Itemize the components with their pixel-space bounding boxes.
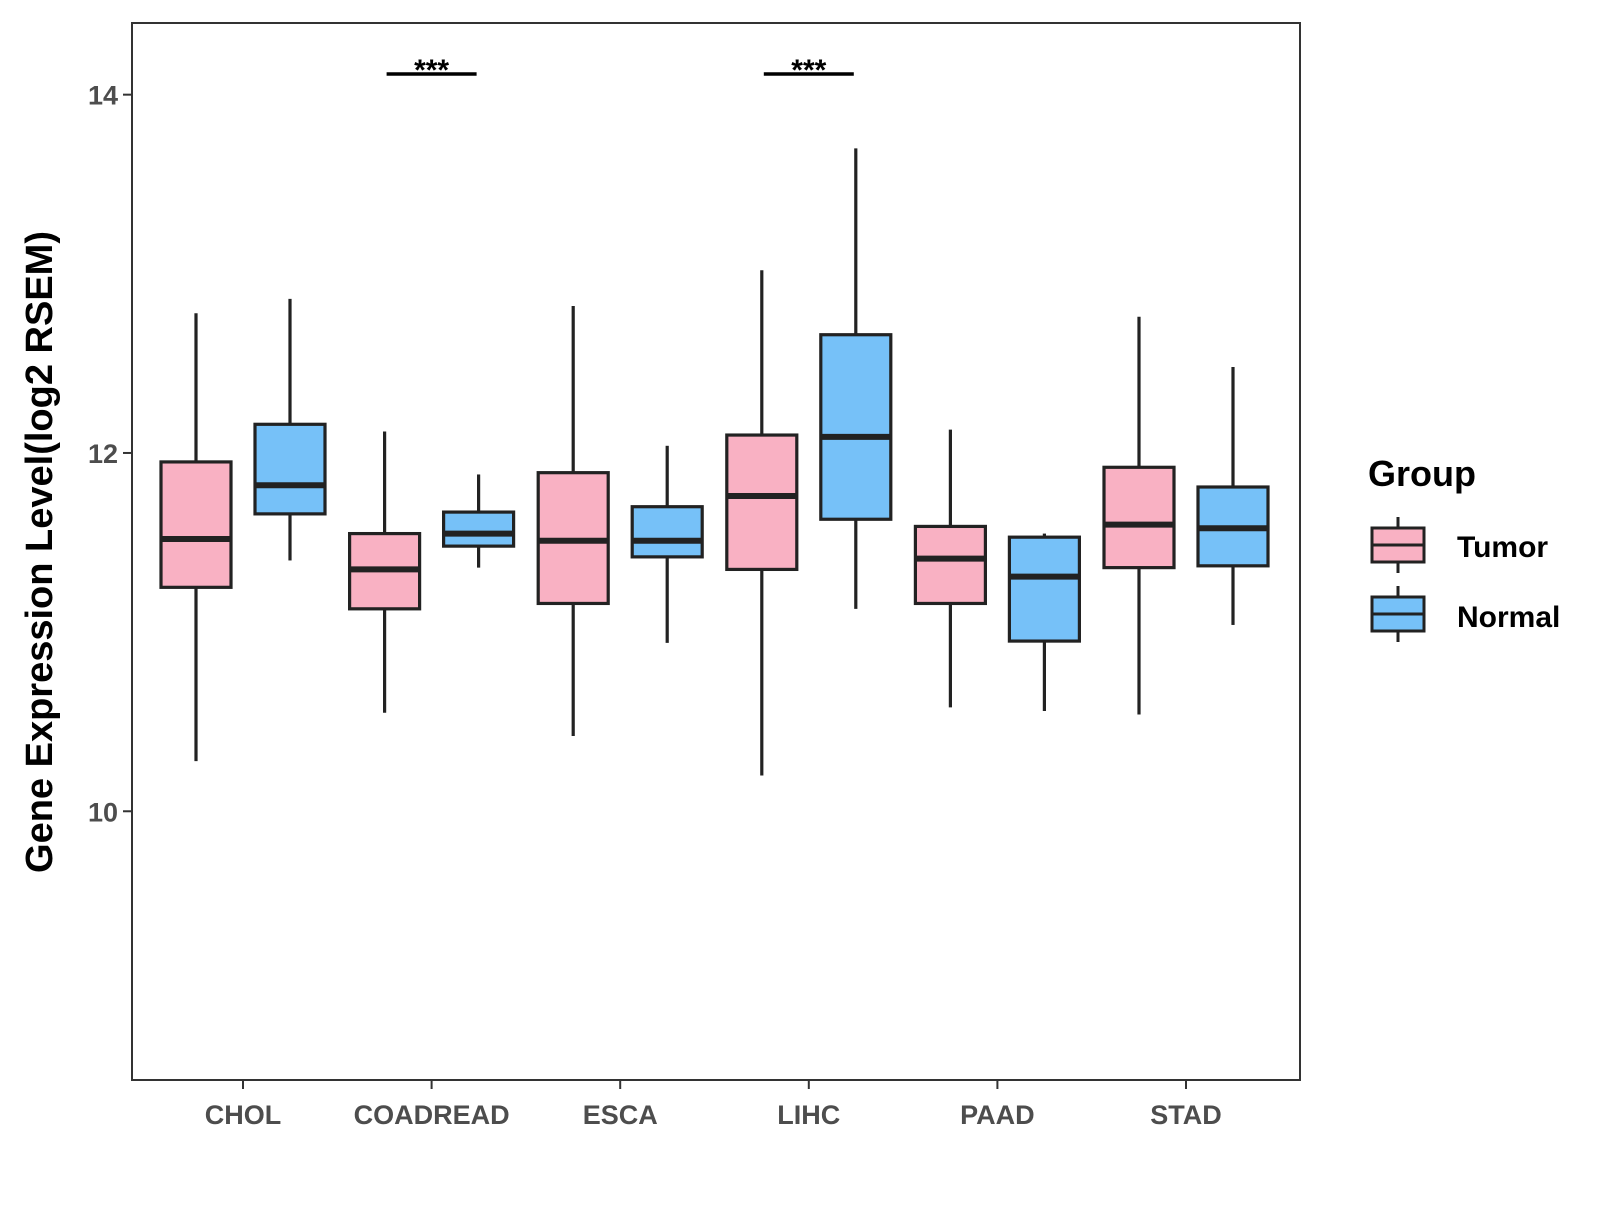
legend-label-normal: Normal [1457,601,1560,634]
significance-coadread: *** [386,54,477,87]
box-stad-normal [1196,366,1270,625]
iqr-box-lihc-tumor [725,433,799,572]
box-chol-tumor [159,313,233,762]
box-coadread-tumor [348,431,422,713]
legend-key-tumor [1370,517,1426,573]
significance-layer: *** *** [386,54,854,87]
iqr-box-paad-normal [1007,535,1082,643]
plot-panel-border [131,22,1301,1081]
box-layer [159,148,1270,776]
x-tick-label-paad: PAAD [960,1100,1035,1130]
box-esca-tumor [536,306,610,737]
x-tick-label-esca: ESCA [583,1100,658,1130]
box-stad-tumor [1102,316,1176,715]
box-coadread-normal [442,474,516,568]
iqr-box-stad-tumor [1102,465,1176,570]
y-tick-label-12: 12 [88,439,118,469]
significance-label-coadread: *** [414,54,449,87]
legend-title: Group [1368,453,1476,494]
y-tick-label-10: 10 [88,797,118,827]
iqr-box-coadread-normal [442,510,516,548]
significance-label-lihc: *** [791,54,826,87]
iqr-box-esca-normal [630,505,704,559]
legend-keys [1370,517,1426,642]
x-tick-label-lihc: LIHC [777,1100,840,1130]
x-tick-label-coadread: COADREAD [354,1100,510,1130]
x-tick-label-chol: CHOL [205,1100,282,1130]
box-lihc-normal [819,148,893,609]
y-axis-label: Gene Expression Level(log2 RSEM) [19,231,61,873]
iqr-box-chol-tumor [159,460,233,589]
iqr-box-chol-normal [253,422,327,516]
iqr-box-paad-tumor [913,524,988,606]
legend-key-normal [1370,586,1426,642]
box-paad-tumor [913,429,988,708]
y-tick-label-14: 14 [88,81,118,111]
x-tick-label-stad: STAD [1150,1100,1222,1130]
box-lihc-tumor [725,270,799,776]
box-paad-normal [1007,533,1082,711]
axes-layer: 10 12 14 CHOL COADREAD ESCA LIHC PAAD STAD [88,81,1222,1130]
iqr-box-lihc-normal [819,333,893,521]
box-esca-normal [630,445,704,643]
legend-label-tumor: Tumor [1457,531,1548,564]
box-chol-normal [253,298,327,561]
legend: Group Tumor Normal [1368,453,1560,642]
significance-lihc: *** [763,54,854,87]
